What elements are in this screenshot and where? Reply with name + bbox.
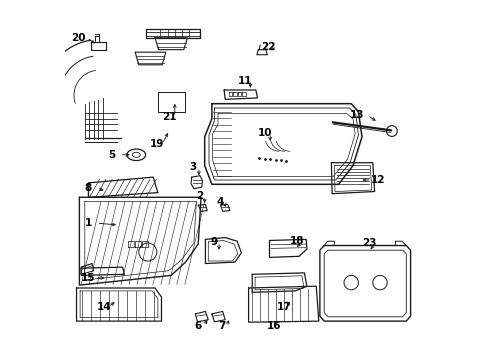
Text: 1: 1 [85, 218, 92, 228]
Text: 16: 16 [267, 321, 281, 331]
Text: 21: 21 [162, 112, 177, 122]
Text: 5: 5 [108, 150, 116, 160]
Text: 14: 14 [97, 302, 111, 312]
Text: 12: 12 [371, 175, 386, 185]
Text: 20: 20 [72, 33, 86, 43]
Text: 6: 6 [195, 321, 202, 331]
Text: 11: 11 [238, 76, 252, 86]
Text: 23: 23 [362, 238, 376, 248]
Text: 2: 2 [196, 191, 204, 201]
Text: 7: 7 [218, 321, 225, 331]
Text: 15: 15 [80, 273, 95, 283]
Text: 9: 9 [211, 237, 218, 247]
Text: 18: 18 [290, 236, 304, 246]
Text: 19: 19 [149, 139, 164, 149]
Text: 3: 3 [189, 162, 196, 172]
Text: 13: 13 [349, 110, 364, 120]
Text: 17: 17 [277, 302, 292, 312]
Text: 8: 8 [85, 183, 92, 193]
Text: 4: 4 [216, 197, 223, 207]
Text: 10: 10 [258, 128, 272, 138]
Text: 22: 22 [261, 42, 276, 52]
